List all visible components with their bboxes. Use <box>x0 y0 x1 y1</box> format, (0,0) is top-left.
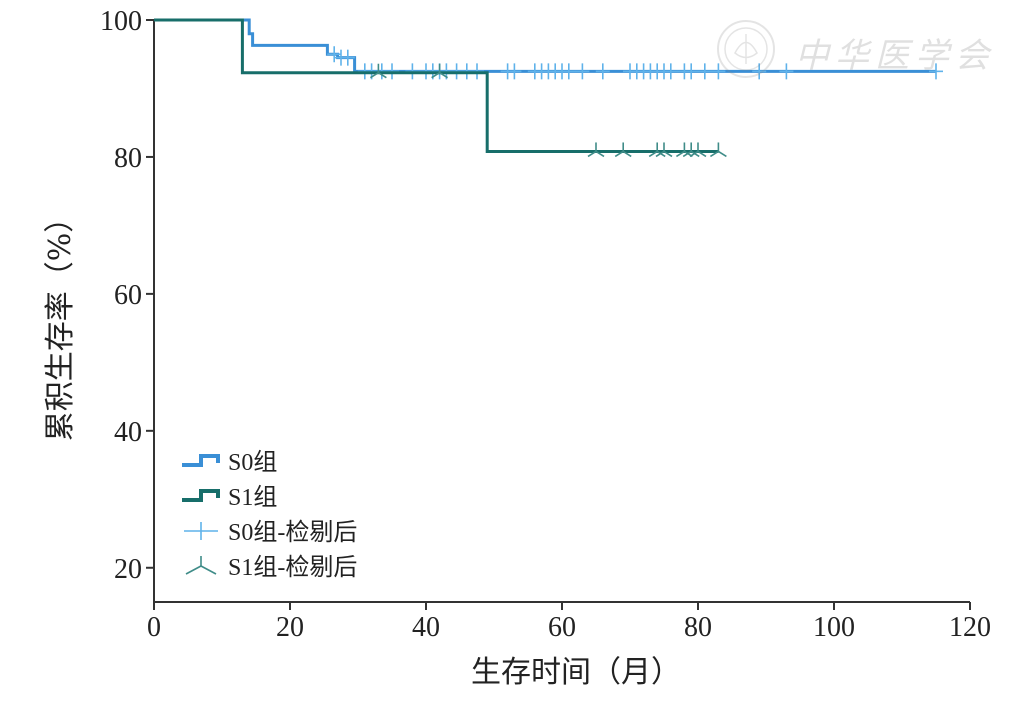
x-tick-label: 0 <box>147 612 161 643</box>
legend-label: S1组 <box>228 484 277 511</box>
censor-mark-s0 <box>752 63 767 80</box>
censor-mark-s0 <box>561 63 576 80</box>
censor-mark-s0 <box>595 63 610 80</box>
censor-mark-s0 <box>929 63 943 80</box>
censor-mark-s1 <box>675 142 693 158</box>
y-tick-label: 80 <box>114 143 142 174</box>
legend-item: S0组-检剔后 <box>184 519 357 546</box>
series-line-s0 <box>154 18 936 73</box>
censor-mark-s1 <box>369 63 387 79</box>
censor-mark-s0 <box>575 63 590 80</box>
x-tick-label: 60 <box>548 612 576 643</box>
legend-item: S1组 <box>182 484 277 511</box>
censor-mark-s1 <box>655 142 673 158</box>
legend-item: S0组 <box>182 449 277 476</box>
x-tick-label: 80 <box>684 612 712 643</box>
censor-mark-s0 <box>340 49 355 66</box>
censor-mark-s0 <box>684 63 699 80</box>
legend-item: S1组-检剔后 <box>185 554 357 581</box>
censor-mark-s0 <box>711 63 726 80</box>
legend-swatch <box>185 565 202 575</box>
watermark-text: 中华医学会 <box>795 36 995 76</box>
legend: S0组 S1组 S0组-检剔后 S1组-检剔后 <box>182 449 357 581</box>
y-tick-label: 20 <box>114 554 142 585</box>
censor-mark-s1 <box>682 142 700 158</box>
censor-mark-s1 <box>587 142 605 158</box>
legend-swatch <box>182 489 220 502</box>
censor-mark-s1 <box>614 142 632 158</box>
y-axis-title: 累积生存率（%） <box>43 203 78 442</box>
y-tick-label: 40 <box>114 417 142 448</box>
watermark: 中华医学会 <box>713 18 1003 80</box>
censor-mark-s1 <box>709 142 727 158</box>
legend-label: S0组-检剔后 <box>228 519 357 546</box>
censor-mark-s1 <box>689 142 707 158</box>
series-line-s1 <box>154 18 719 153</box>
x-axis-title: 生存时间（月） <box>471 655 681 690</box>
censor-mark-s0 <box>507 63 522 80</box>
legend-label: S0组 <box>228 449 277 476</box>
x-tick-label: 20 <box>276 612 304 643</box>
legend-swatch <box>200 565 217 575</box>
series-layer <box>154 18 943 158</box>
censor-mark-s1 <box>431 63 449 79</box>
x-tick-label: 120 <box>949 612 991 643</box>
x-tick-label: 40 <box>412 612 440 643</box>
x-tick-label: 100 <box>813 612 855 643</box>
y-tick-label: 100 <box>100 6 142 37</box>
legend-swatch <box>182 454 220 467</box>
seal-icon <box>717 20 775 78</box>
legend-label: S1组-检剔后 <box>228 554 357 581</box>
censor-mark-s0 <box>663 63 678 80</box>
y-tick-label: 60 <box>114 280 142 311</box>
censor-mark-s0 <box>779 63 794 80</box>
censor-mark-s1 <box>648 142 666 158</box>
censor-mark-s0 <box>327 46 342 63</box>
censor-mark-s0 <box>697 63 712 80</box>
